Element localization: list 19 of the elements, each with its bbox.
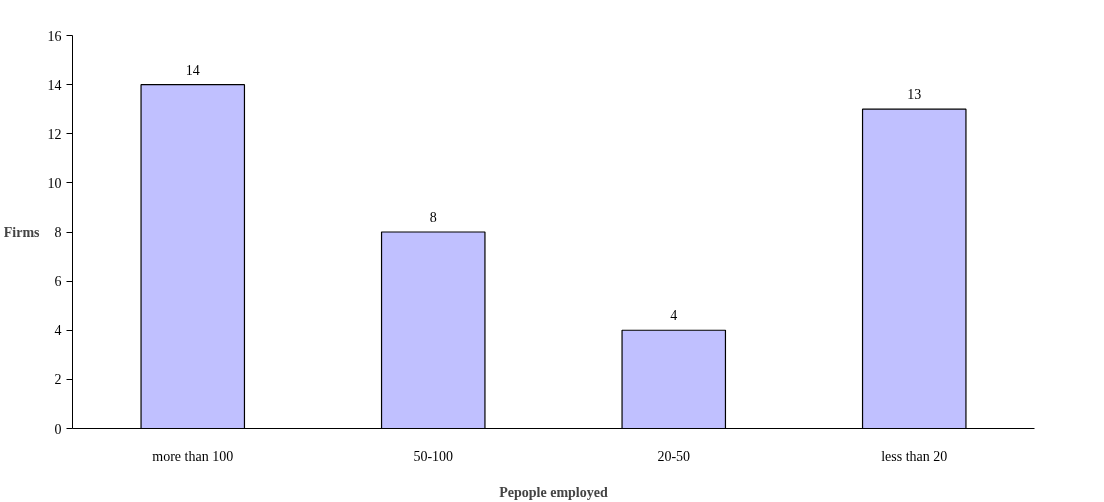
data-label: 13 (907, 87, 922, 103)
x-tick-label: 20-50 (657, 448, 691, 464)
y-tick-label: 4 (54, 323, 62, 339)
y-tick-label: 10 (47, 175, 62, 191)
x-tick-label: less than 20 (881, 448, 948, 464)
data-label: 14 (185, 62, 200, 78)
x-tick-label: more than 100 (152, 448, 234, 464)
y-tick-label: 16 (47, 28, 62, 44)
x-axis-title: Pepople employed (499, 484, 608, 500)
data-label: 4 (670, 308, 678, 324)
y-tick-label: 8 (54, 225, 62, 240)
y-tick-label: 14 (47, 77, 62, 93)
y-tick-label: 2 (54, 372, 62, 388)
y-tick-label: 12 (47, 126, 62, 142)
x-tick-label: 50-100 (413, 448, 454, 464)
y-tick-label: 0 (54, 421, 62, 437)
data-label: 8 (429, 210, 437, 225)
y-axis-title: Firms (3, 224, 41, 240)
y-tick-label: 6 (54, 274, 62, 290)
